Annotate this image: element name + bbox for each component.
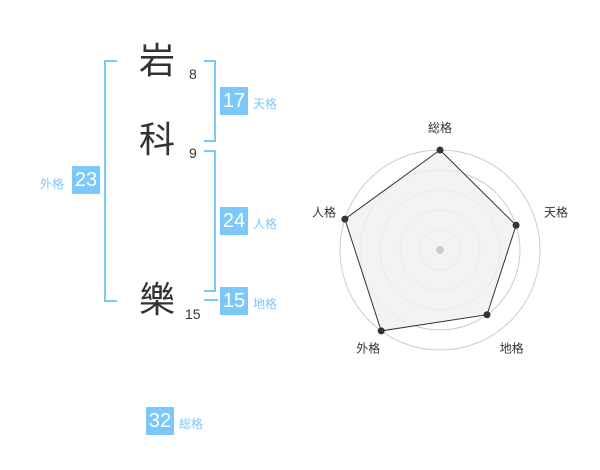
radar-area: [344, 149, 517, 332]
jinkaku-label: 人格: [253, 217, 278, 231]
tenkaku-label: 天格: [253, 97, 278, 111]
gaikaku-value: 23: [72, 166, 100, 194]
chikaku-connector: [204, 299, 218, 301]
gaikaku-label: 外格: [40, 177, 65, 191]
radar-point-0: [436, 146, 444, 154]
gaikaku-bracket: [104, 60, 117, 302]
soukaku-label: 総格: [179, 417, 204, 431]
jinkaku-bracket: [204, 150, 216, 292]
jinkaku-value: 24: [220, 207, 248, 235]
chikaku-label: 地格: [253, 297, 278, 311]
chikaku-value: 15: [220, 287, 248, 315]
name-char-3: 樂: [139, 280, 176, 321]
radar-center: [436, 246, 444, 254]
radar-axis-label: 天格: [544, 204, 568, 219]
radar-axis-label: 外格: [356, 341, 380, 356]
name-char-1: 岩: [139, 41, 176, 82]
name-char-2: 科: [139, 120, 176, 161]
radar-point-4: [341, 215, 349, 223]
radar-point-3: [377, 327, 385, 335]
radar-axis-label: 総格: [428, 120, 452, 135]
stroke-count-1: 8: [189, 66, 197, 82]
stroke-count-2: 9: [189, 145, 197, 161]
radar-point-2: [483, 311, 491, 319]
radar-axis-label: 地格: [500, 341, 524, 356]
radar-axis-label: 人格: [312, 204, 336, 219]
soukaku-value: 32: [146, 407, 174, 435]
tenkaku-value: 17: [220, 87, 248, 115]
stroke-count-3: 15: [185, 306, 201, 322]
radar-point-1: [512, 221, 520, 229]
tenkaku-bracket: [204, 60, 216, 142]
